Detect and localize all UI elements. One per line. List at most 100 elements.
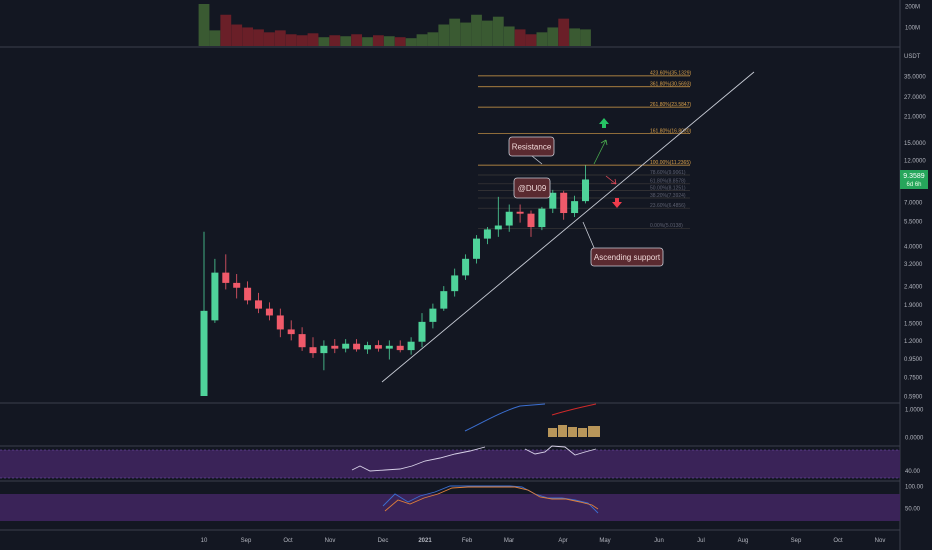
bar-countdown: 6d 6h [906,182,921,188]
volume-bar [460,22,471,46]
support-callout[interactable]: Ascending support [590,247,664,267]
price-tick-label: 0.9500 [904,357,923,363]
indicator-1-axis: 1.0000 0.0000 [905,408,924,442]
stoch-tick-label: 50.00 [905,507,921,513]
volume-bar [285,34,297,46]
current-price-tag: 9.3589 6d 6h [900,170,928,189]
candle [462,254,470,280]
volume-bar [525,34,537,46]
fib-level: 0.00%(5.0138) [478,223,690,229]
time-tick-label: Aug [738,538,749,544]
volume-bar [482,20,493,46]
candle-body [473,238,480,259]
resistance-callout[interactable]: Resistance [508,136,555,157]
candle [494,196,502,237]
candle-body [298,334,306,348]
volume-bar [492,16,504,46]
price-tick-label: 27.0000 [904,95,926,101]
candle-body [429,308,437,322]
time-tick-label: 2021 [418,538,432,544]
candle-body [255,300,262,309]
volume-bar [362,37,373,46]
candle-body [276,315,284,330]
candle-body [462,258,470,276]
bull-projection-line [593,139,607,165]
candle-body [494,225,502,230]
candle-body [342,343,350,349]
time-tick-label: Feb [462,538,473,544]
rsi-axis: 40.00 [905,469,921,475]
candle [320,340,328,371]
fib-level: 100.00%(11.2365) [478,160,691,166]
candle-body [440,291,448,309]
price-tick-label: 3.2000 [904,262,923,268]
time-tick-label: Apr [558,538,567,544]
time-axis[interactable]: 10 Sep Oct Nov Dec 2021 Feb Mar Apr May Jun Jul Aug S… [201,538,886,544]
volume-bar [394,37,406,46]
stoch-d-line [384,486,599,512]
candle-body [516,211,524,214]
candle [353,339,361,352]
price-tick-label: 12.0000 [904,159,926,165]
volume-tick-label: 200M [905,5,920,11]
candle-body [331,345,339,349]
candle [255,292,262,314]
candle [342,339,350,353]
volume-bar [318,37,330,46]
indicator-blue-line [464,403,546,432]
candle-body [287,329,295,335]
candle [385,340,393,360]
fib-level: 23.60%(6.4856) [478,203,690,209]
fib-level: 423.60%(35.1329) [478,71,691,77]
candle-body [211,272,219,321]
indicator-pane-1 [464,403,600,437]
volume-bar [231,24,243,46]
candle [364,341,371,354]
author-callout[interactable]: @DU09 [513,177,551,199]
candle [418,313,426,348]
price-axis[interactable]: 35.000027.000021.000015.000012.00009.000… [904,75,926,401]
ascending-support-line[interactable] [381,71,755,383]
candle-body [385,345,393,349]
volume-bar [416,34,428,46]
time-tick-label: Jul [697,538,705,544]
candle [244,281,252,305]
candle [516,204,524,223]
stoch-axis: 100.00 50.00 [905,485,924,513]
fib-level: 161.80%(16.8030) [478,128,691,134]
resistance-label: Resistance [512,143,552,152]
fib-label: 261.80%(23.5847) [650,102,691,108]
time-tick-label: Oct [833,538,843,544]
volume-bar [438,24,450,46]
indicator-tick-label: 1.0000 [905,408,924,414]
fib-label: 50.00%(8.1251) [650,185,686,191]
candle [560,190,568,220]
time-tick-label: Nov [875,538,886,544]
indicator-histogram [548,425,600,437]
candle-body [582,179,589,202]
volume-bar [580,29,591,46]
candle-body [407,341,415,351]
price-tick-label: 15.0000 [904,141,926,147]
candle [374,340,382,352]
time-tick-label: Nov [325,538,336,544]
candle [200,231,208,396]
time-tick-label: 10 [201,538,208,544]
time-tick-label: Oct [283,538,293,544]
candle-body [538,208,546,228]
candle [505,204,513,232]
volume-bar [242,27,253,46]
candle [571,195,579,217]
fib-label: 0.00%(5.0138) [650,223,683,229]
fibonacci-extension[interactable]: 423.60%(35.1329) 361.80%(30.5693) 261.80%(… [478,71,691,230]
price-tick-label: 0.5900 [904,395,923,401]
candle [309,337,317,358]
time-tick-label: Dec [378,538,389,544]
candle [538,206,546,231]
candle [527,210,535,237]
down-arrow-icon [612,198,622,208]
candle-body [233,282,241,288]
fib-label: 23.60%(6.4856) [650,203,686,209]
candles [200,165,589,396]
